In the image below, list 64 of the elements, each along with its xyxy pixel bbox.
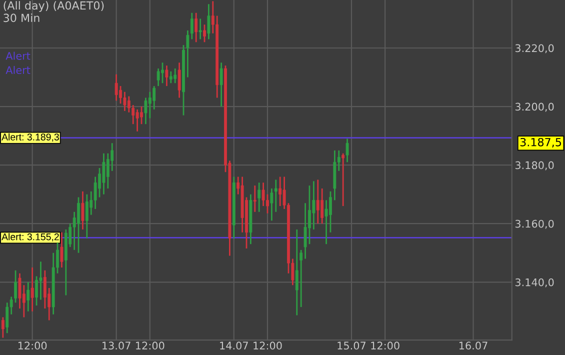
candlestick	[316, 179, 320, 224]
candlestick	[81, 190, 84, 230]
candlestick	[102, 152, 106, 196]
x-tick-label: 12:00	[254, 342, 282, 350]
candlestick	[274, 179, 278, 213]
text: 3.187,5	[520, 138, 562, 148]
candlestick	[207, 3, 210, 40]
candlestick	[1, 316, 4, 338]
candlestick	[203, 24, 206, 43]
candlestick	[60, 232, 64, 268]
candlestick	[26, 281, 30, 312]
candlestick	[127, 96, 130, 114]
x-tick-label: 12:00	[136, 342, 164, 350]
candlestick	[278, 176, 282, 207]
candlestick	[258, 182, 261, 213]
candlestick	[136, 108, 139, 132]
candlestick	[342, 152, 345, 207]
candlestick	[35, 276, 38, 306]
candlestick	[295, 228, 298, 316]
y-tick-label: 3.220,0	[515, 44, 554, 54]
candlestick	[220, 62, 223, 108]
text: 30 Min	[4, 13, 40, 22]
ref-line-label: Alert: 3.155,2	[2, 233, 59, 242]
candlestick	[198, 18, 202, 40]
candlestick	[152, 85, 156, 110]
candlestick	[178, 62, 181, 98]
candlestick	[320, 188, 324, 224]
candlestick	[156, 68, 160, 87]
chart-title: (All day) (A0AET0)	[4, 1, 104, 12]
candlestick	[148, 91, 152, 119]
candlestick	[262, 182, 265, 207]
y-tick-label: 3.200,0	[515, 102, 554, 112]
x-tick-label: 13.07	[102, 342, 130, 350]
candlestick	[132, 104, 135, 125]
y-tick-label: 3.140,0	[515, 278, 554, 288]
candlestick	[324, 199, 328, 245]
x-tick-label: 12:00	[371, 342, 400, 350]
annotation: Alert	[6, 66, 30, 74]
candlestick	[85, 194, 88, 239]
candlestick	[123, 91, 126, 112]
candlestick	[194, 12, 198, 43]
candlestick	[174, 68, 177, 84]
y-tick-label: 3.160,0	[515, 220, 554, 229]
candlestick	[39, 260, 42, 300]
candlestick	[14, 270, 18, 304]
candlestick	[312, 180, 316, 230]
candlestick	[43, 270, 46, 310]
x-tick-label: 14.07	[220, 342, 248, 350]
annotation: Alert	[6, 52, 30, 60]
candlestick	[114, 74, 118, 102]
candlestick	[300, 249, 303, 308]
candlestick	[169, 70, 172, 84]
candlestick	[253, 184, 256, 213]
candlestick	[304, 202, 307, 260]
candlestick	[165, 64, 168, 87]
candlestick	[30, 266, 34, 312]
candlestick	[346, 138, 349, 163]
candlestick	[106, 152, 110, 190]
candlestick	[6, 302, 9, 334]
x-tick-label: 16.07	[459, 342, 488, 350]
x-tick-label: 12:00	[18, 342, 47, 350]
x-tick-label: 15.07	[338, 342, 366, 350]
y-tick-label: 3.180,0	[515, 161, 554, 170]
ref-line-label: Alert: 3.189,3	[2, 133, 59, 142]
